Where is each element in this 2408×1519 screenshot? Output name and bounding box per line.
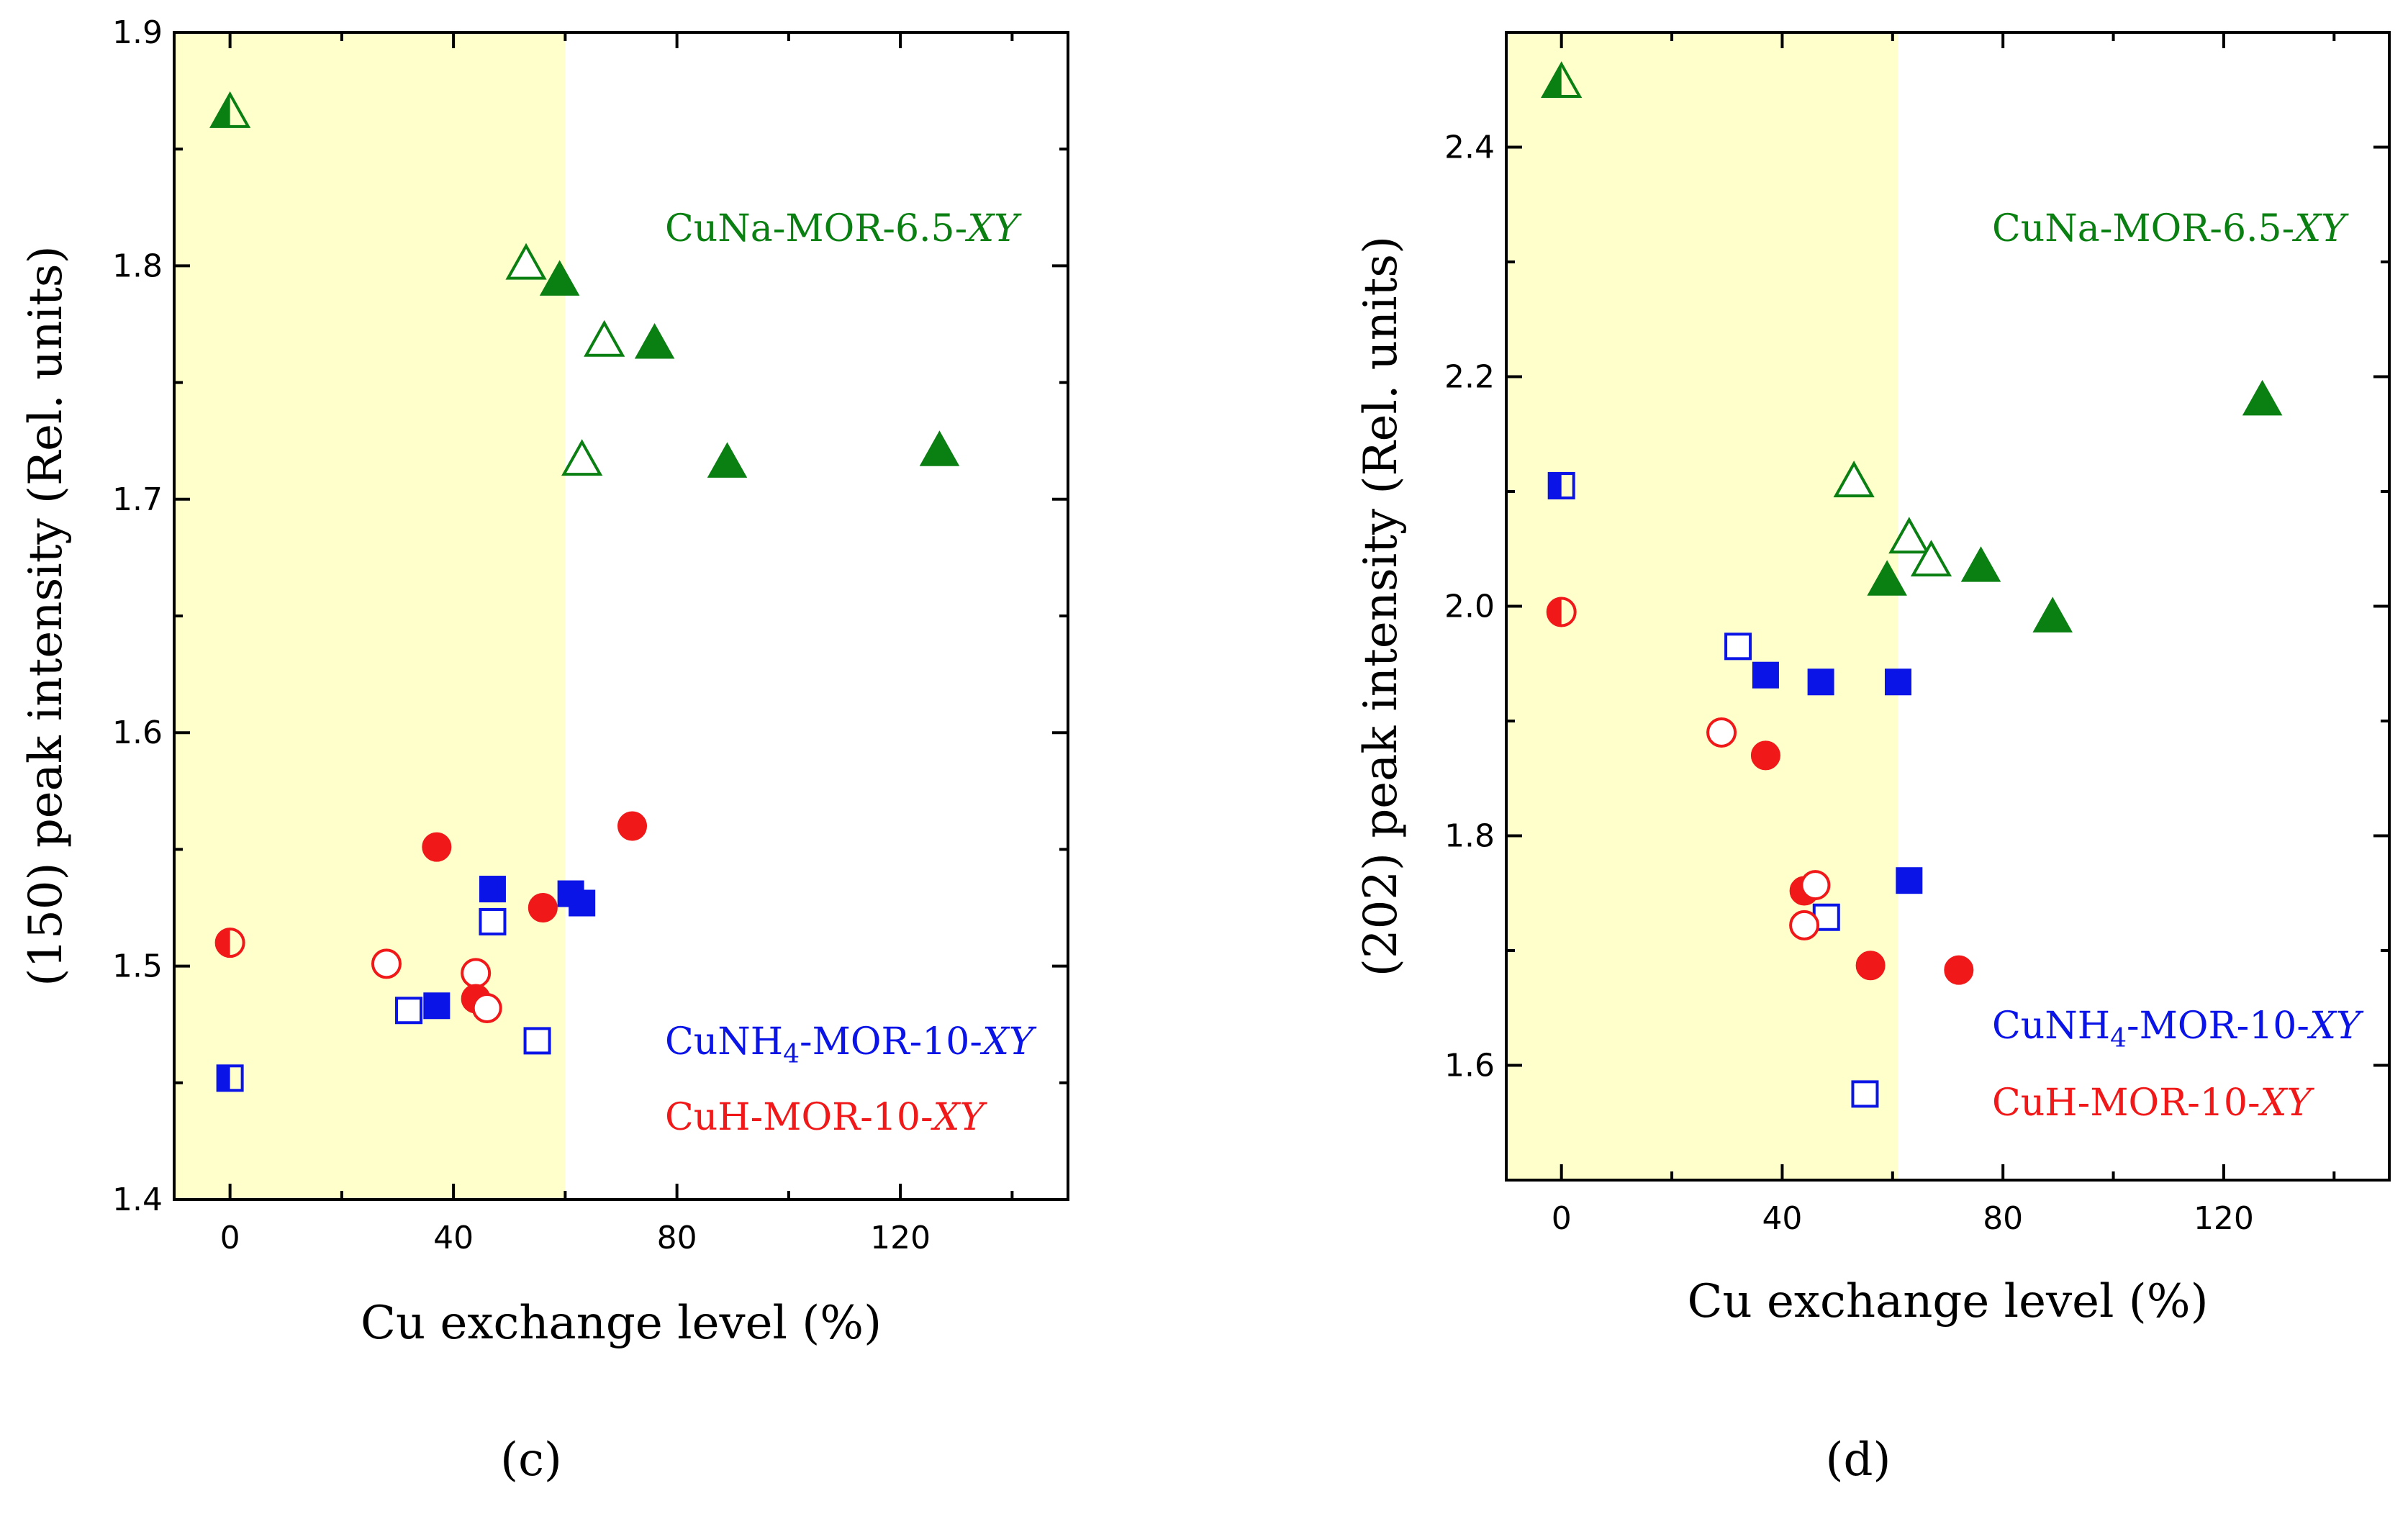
chart0-triangle-point <box>584 319 625 357</box>
chart0-circle-point <box>471 992 502 1023</box>
chart0-x-tick-label: 80 <box>657 1220 697 1256</box>
chart0-circle-point <box>461 958 492 989</box>
chart0-x-tick-label: 120 <box>870 1220 931 1256</box>
chart1-panel-label: (d) <box>1826 1433 1891 1487</box>
chart1-legend-italic: XY <box>2307 1005 2364 1048</box>
chart1-legend-italic: XY <box>2258 1082 2315 1125</box>
chart0-square-point <box>423 992 451 1020</box>
chart0-triangle-point <box>561 439 603 476</box>
chart1-square-point <box>1896 867 1923 894</box>
chart1-circle-point <box>1944 955 1974 985</box>
chart1-legend-text: -MOR-10- <box>2127 1005 2309 1048</box>
chart1-legend-CuH: CuH-MOR-10-XY <box>1992 1082 2315 1125</box>
chart0-legend-text: CuH-MOR-10- <box>665 1096 933 1139</box>
chart0-legend-text: CuNH <box>665 1020 783 1064</box>
chart1-legend-subscript: 4 <box>2110 1024 2127 1053</box>
chart0-x-tick-label: 0 <box>220 1220 240 1256</box>
chart1-y-tick-label: 2.4 <box>1444 130 1495 166</box>
chart0-circle-point <box>528 893 558 922</box>
chart0-circle-point <box>371 948 402 979</box>
chart0-circle-point <box>214 928 245 958</box>
chart0-circle-point <box>422 832 452 862</box>
chart1-square-point <box>1752 661 1779 689</box>
chart-panel-c: 0 40 80 120 1.4 1.5 1.6 1.7 1.8 1.9 Cu exchange le… <box>19 14 1069 1487</box>
chart0-triangle-point <box>634 323 675 359</box>
chart0-circle-point <box>617 811 648 841</box>
chart1-triangle-point <box>1541 61 1583 99</box>
chart0-y-tick-label: 1.9 <box>112 14 163 51</box>
chart1-triangle-point <box>2032 597 2073 632</box>
chart1-x-tick-label: 0 <box>1552 1200 1572 1237</box>
chart0-y-axis-title: (150) peak intensity (Rel. units) <box>19 245 73 986</box>
chart1-legend-CuNH4: CuNH4-MOR-10-XY <box>1992 1005 2364 1053</box>
chart1-legend-text: CuNa-MOR-6.5- <box>1992 207 2294 250</box>
chart1-x-axis-title: Cu exchange level (%) <box>1687 1275 2208 1328</box>
chart0-legend-text: -MOR-10- <box>800 1020 982 1064</box>
chart1-legend-CuNa: CuNa-MOR-6.5-XY <box>1992 207 2349 250</box>
chart1-circle-point <box>1750 740 1780 771</box>
chart0-x-tick-label: 40 <box>433 1220 474 1256</box>
chart0-legend-text: CuNa-MOR-6.5- <box>665 207 967 250</box>
chart1-triangle-point <box>1833 461 1875 498</box>
chart0-square-point <box>216 1064 244 1092</box>
chart0-square-point <box>523 1027 551 1055</box>
chart1-shaded-region <box>1506 32 1898 1180</box>
chart0-legend-italic: XY <box>964 207 1022 250</box>
chart0-legend-CuH: CuH-MOR-10-XY <box>665 1096 988 1139</box>
chart1-circle-point <box>1789 910 1820 940</box>
chart1-triangle-point <box>1910 540 1952 577</box>
chart0-y-tick-label: 1.6 <box>112 715 163 751</box>
chart1-y-tick-label: 1.6 <box>1444 1048 1495 1084</box>
chart1-triangle-point <box>1867 560 1907 596</box>
chart1-circle-point <box>1546 597 1577 627</box>
chart0-triangle-point <box>209 91 251 128</box>
chart0-triangle-point <box>919 430 960 466</box>
chart0-y-tick-label: 1.5 <box>112 948 163 985</box>
chart0-legend-CuNH4: CuNH4-MOR-10-XY <box>665 1020 1037 1069</box>
chart1-y-tick-label: 2.2 <box>1444 359 1495 396</box>
chart0-legend-CuNa: CuNa-MOR-6.5-XY <box>665 207 1022 250</box>
chart0-legend-italic: XY <box>979 1020 1037 1064</box>
chart0-panel-label: (c) <box>500 1433 562 1487</box>
chart0-square-point <box>479 907 507 935</box>
chart0-legend-italic: XY <box>931 1096 988 1139</box>
chart1-circle-point <box>1800 870 1831 901</box>
chart1-legend-text: CuH-MOR-10- <box>1992 1082 2260 1125</box>
chart1-square-point <box>1807 668 1834 696</box>
chart1-square-point <box>1884 668 1911 696</box>
chart1-y-axis-title: (202) peak intensity (Rel. units) <box>1354 236 1408 976</box>
chart0-square-point <box>395 997 423 1025</box>
chart1-x-tick-label: 80 <box>1983 1200 2023 1237</box>
chart1-y-tick-label: 1.8 <box>1444 818 1495 855</box>
chart1-x-tick-label: 40 <box>1762 1200 1802 1237</box>
chart1-square-point <box>1851 1080 1879 1108</box>
chart0-triangle-point <box>539 260 580 296</box>
chart0-square-point <box>479 876 506 903</box>
chart1-square-point <box>1724 632 1752 661</box>
chart0-triangle-point <box>707 442 748 478</box>
chart0-y-tick-label: 1.7 <box>112 481 163 518</box>
chart1-x-tick-label: 120 <box>2194 1200 2254 1237</box>
chart1-legend-text: CuNH <box>1992 1005 2110 1048</box>
chart1-legend-italic: XY <box>2291 207 2349 250</box>
chart0-legend-subscript: 4 <box>783 1040 800 1069</box>
chart0-triangle-point <box>505 242 547 280</box>
chart1-triangle-point <box>1960 546 2001 582</box>
chart1-circle-point <box>1855 951 1886 981</box>
chart1-y-tick-label: 2.0 <box>1444 589 1495 625</box>
chart1-square-point <box>1547 472 1575 500</box>
chart-panel-d: 0 40 80 120 1.6 1.8 2.0 2.2 2.4 Cu exchange level… <box>1354 31 2391 1487</box>
chart0-y-tick-label: 1.8 <box>112 248 163 284</box>
chart1-triangle-point <box>2242 379 2283 416</box>
chart0-y-tick-label: 1.4 <box>112 1182 163 1218</box>
chart1-triangle-point <box>1888 517 1930 554</box>
chart0-square-point <box>569 889 596 917</box>
chart0-shaded-region <box>174 32 566 1200</box>
chart0-x-axis-title: Cu exchange level (%) <box>361 1297 882 1350</box>
chart1-circle-point <box>1706 717 1737 748</box>
